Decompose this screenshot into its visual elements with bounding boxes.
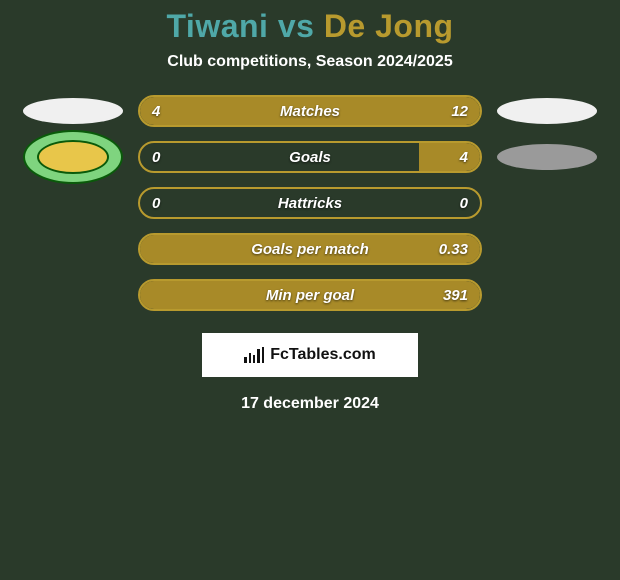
stat-bar: 391 Min per goal <box>138 279 482 311</box>
side-badge <box>18 144 128 170</box>
side-badge <box>18 282 128 308</box>
stat-label: Goals per match <box>251 241 369 258</box>
side-badge <box>492 236 602 262</box>
stat-value-a: 4 <box>152 103 160 120</box>
stat-bar: 0 4 Goals <box>138 141 482 173</box>
stat-row: 391 Min per goal <box>0 279 620 311</box>
stat-value-b: 391 <box>443 287 468 304</box>
stat-value-b: 12 <box>451 103 468 120</box>
side-badge <box>18 98 128 124</box>
stat-value-a: 0 <box>152 149 160 166</box>
side-badge <box>492 98 602 124</box>
stat-value-a: 0 <box>152 195 160 212</box>
stat-label: Hattricks <box>278 195 342 212</box>
stat-bar: 0.33 Goals per match <box>138 233 482 265</box>
stat-row: 4 12 Matches <box>0 95 620 127</box>
stat-label: Matches <box>280 103 340 120</box>
player-b-name: De Jong <box>324 8 454 44</box>
player-placeholder-icon <box>23 98 123 124</box>
stat-value-b: 0.33 <box>439 241 468 258</box>
stat-value-b: 4 <box>460 149 468 166</box>
club-badge-icon <box>23 130 123 184</box>
fill-right <box>419 143 480 171</box>
comparison-widget: Tiwani vs De Jong Club competitions, Sea… <box>0 0 620 413</box>
stat-row: 0 0 Hattricks <box>0 187 620 219</box>
player-placeholder-icon <box>497 98 597 124</box>
stat-row: 0.33 Goals per match <box>0 233 620 265</box>
stat-label: Min per goal <box>266 287 354 304</box>
stat-value-b: 0 <box>460 195 468 212</box>
brand-box[interactable]: FcTables.com <box>202 333 418 377</box>
brand-chart-icon <box>244 347 264 363</box>
vs-text: vs <box>268 8 323 44</box>
stat-row: 0 4 Goals <box>0 141 620 173</box>
player-placeholder-icon <box>497 144 597 170</box>
side-badge <box>492 282 602 308</box>
page-title: Tiwani vs De Jong <box>0 8 620 45</box>
side-badge <box>492 144 602 170</box>
side-badge <box>18 190 128 216</box>
stat-label: Goals <box>289 149 331 166</box>
side-badge <box>492 190 602 216</box>
subtitle: Club competitions, Season 2024/2025 <box>0 53 620 71</box>
side-badge <box>18 236 128 262</box>
stat-rows: 4 12 Matches 0 4 Goals 0 0 Hattricks 0.33 Goals pe… <box>0 95 620 311</box>
stat-bar: 4 12 Matches <box>138 95 482 127</box>
brand-text: FcTables.com <box>270 346 376 364</box>
fill-right <box>225 97 480 125</box>
player-a-name: Tiwani <box>166 8 268 44</box>
stat-bar: 0 0 Hattricks <box>138 187 482 219</box>
date-text: 17 december 2024 <box>0 395 620 413</box>
